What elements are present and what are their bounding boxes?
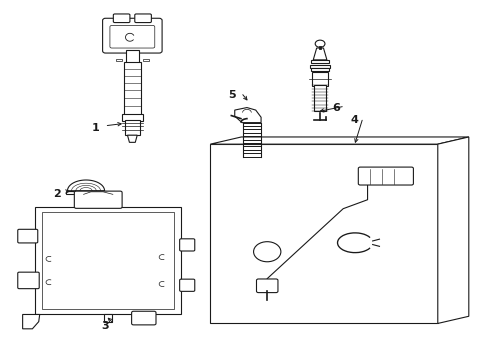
FancyBboxPatch shape bbox=[135, 14, 151, 23]
Bar bbox=[311, 68, 328, 71]
Polygon shape bbox=[143, 59, 149, 61]
FancyBboxPatch shape bbox=[179, 239, 194, 251]
Bar bbox=[311, 60, 328, 63]
FancyBboxPatch shape bbox=[358, 167, 412, 185]
Bar bbox=[104, 314, 112, 321]
Bar bbox=[123, 62, 141, 116]
Polygon shape bbox=[127, 135, 137, 142]
Circle shape bbox=[253, 242, 280, 262]
Polygon shape bbox=[210, 137, 468, 144]
Polygon shape bbox=[437, 137, 468, 323]
FancyBboxPatch shape bbox=[74, 191, 122, 208]
FancyBboxPatch shape bbox=[256, 279, 277, 293]
Text: 2: 2 bbox=[53, 189, 61, 199]
Bar bbox=[313, 85, 326, 111]
FancyBboxPatch shape bbox=[102, 18, 162, 53]
Bar bbox=[310, 65, 329, 68]
Text: 5: 5 bbox=[228, 90, 236, 100]
Bar bbox=[124, 120, 140, 135]
Polygon shape bbox=[67, 180, 104, 191]
Polygon shape bbox=[234, 108, 261, 123]
Bar bbox=[125, 50, 139, 63]
Text: 3: 3 bbox=[102, 321, 109, 331]
FancyBboxPatch shape bbox=[110, 26, 155, 48]
Bar bbox=[311, 72, 328, 86]
Bar bbox=[210, 144, 437, 323]
Text: 1: 1 bbox=[92, 123, 100, 133]
FancyBboxPatch shape bbox=[131, 311, 156, 325]
Polygon shape bbox=[313, 48, 326, 60]
FancyBboxPatch shape bbox=[18, 272, 39, 289]
Polygon shape bbox=[116, 59, 122, 61]
FancyBboxPatch shape bbox=[113, 14, 130, 23]
FancyBboxPatch shape bbox=[179, 279, 194, 291]
Circle shape bbox=[315, 40, 325, 47]
Bar bbox=[35, 207, 181, 315]
Polygon shape bbox=[22, 315, 40, 329]
Bar bbox=[65, 191, 106, 194]
Bar bbox=[122, 114, 143, 121]
Bar bbox=[42, 212, 173, 309]
Text: 4: 4 bbox=[349, 115, 357, 125]
Text: 6: 6 bbox=[331, 103, 340, 113]
FancyBboxPatch shape bbox=[18, 229, 38, 243]
